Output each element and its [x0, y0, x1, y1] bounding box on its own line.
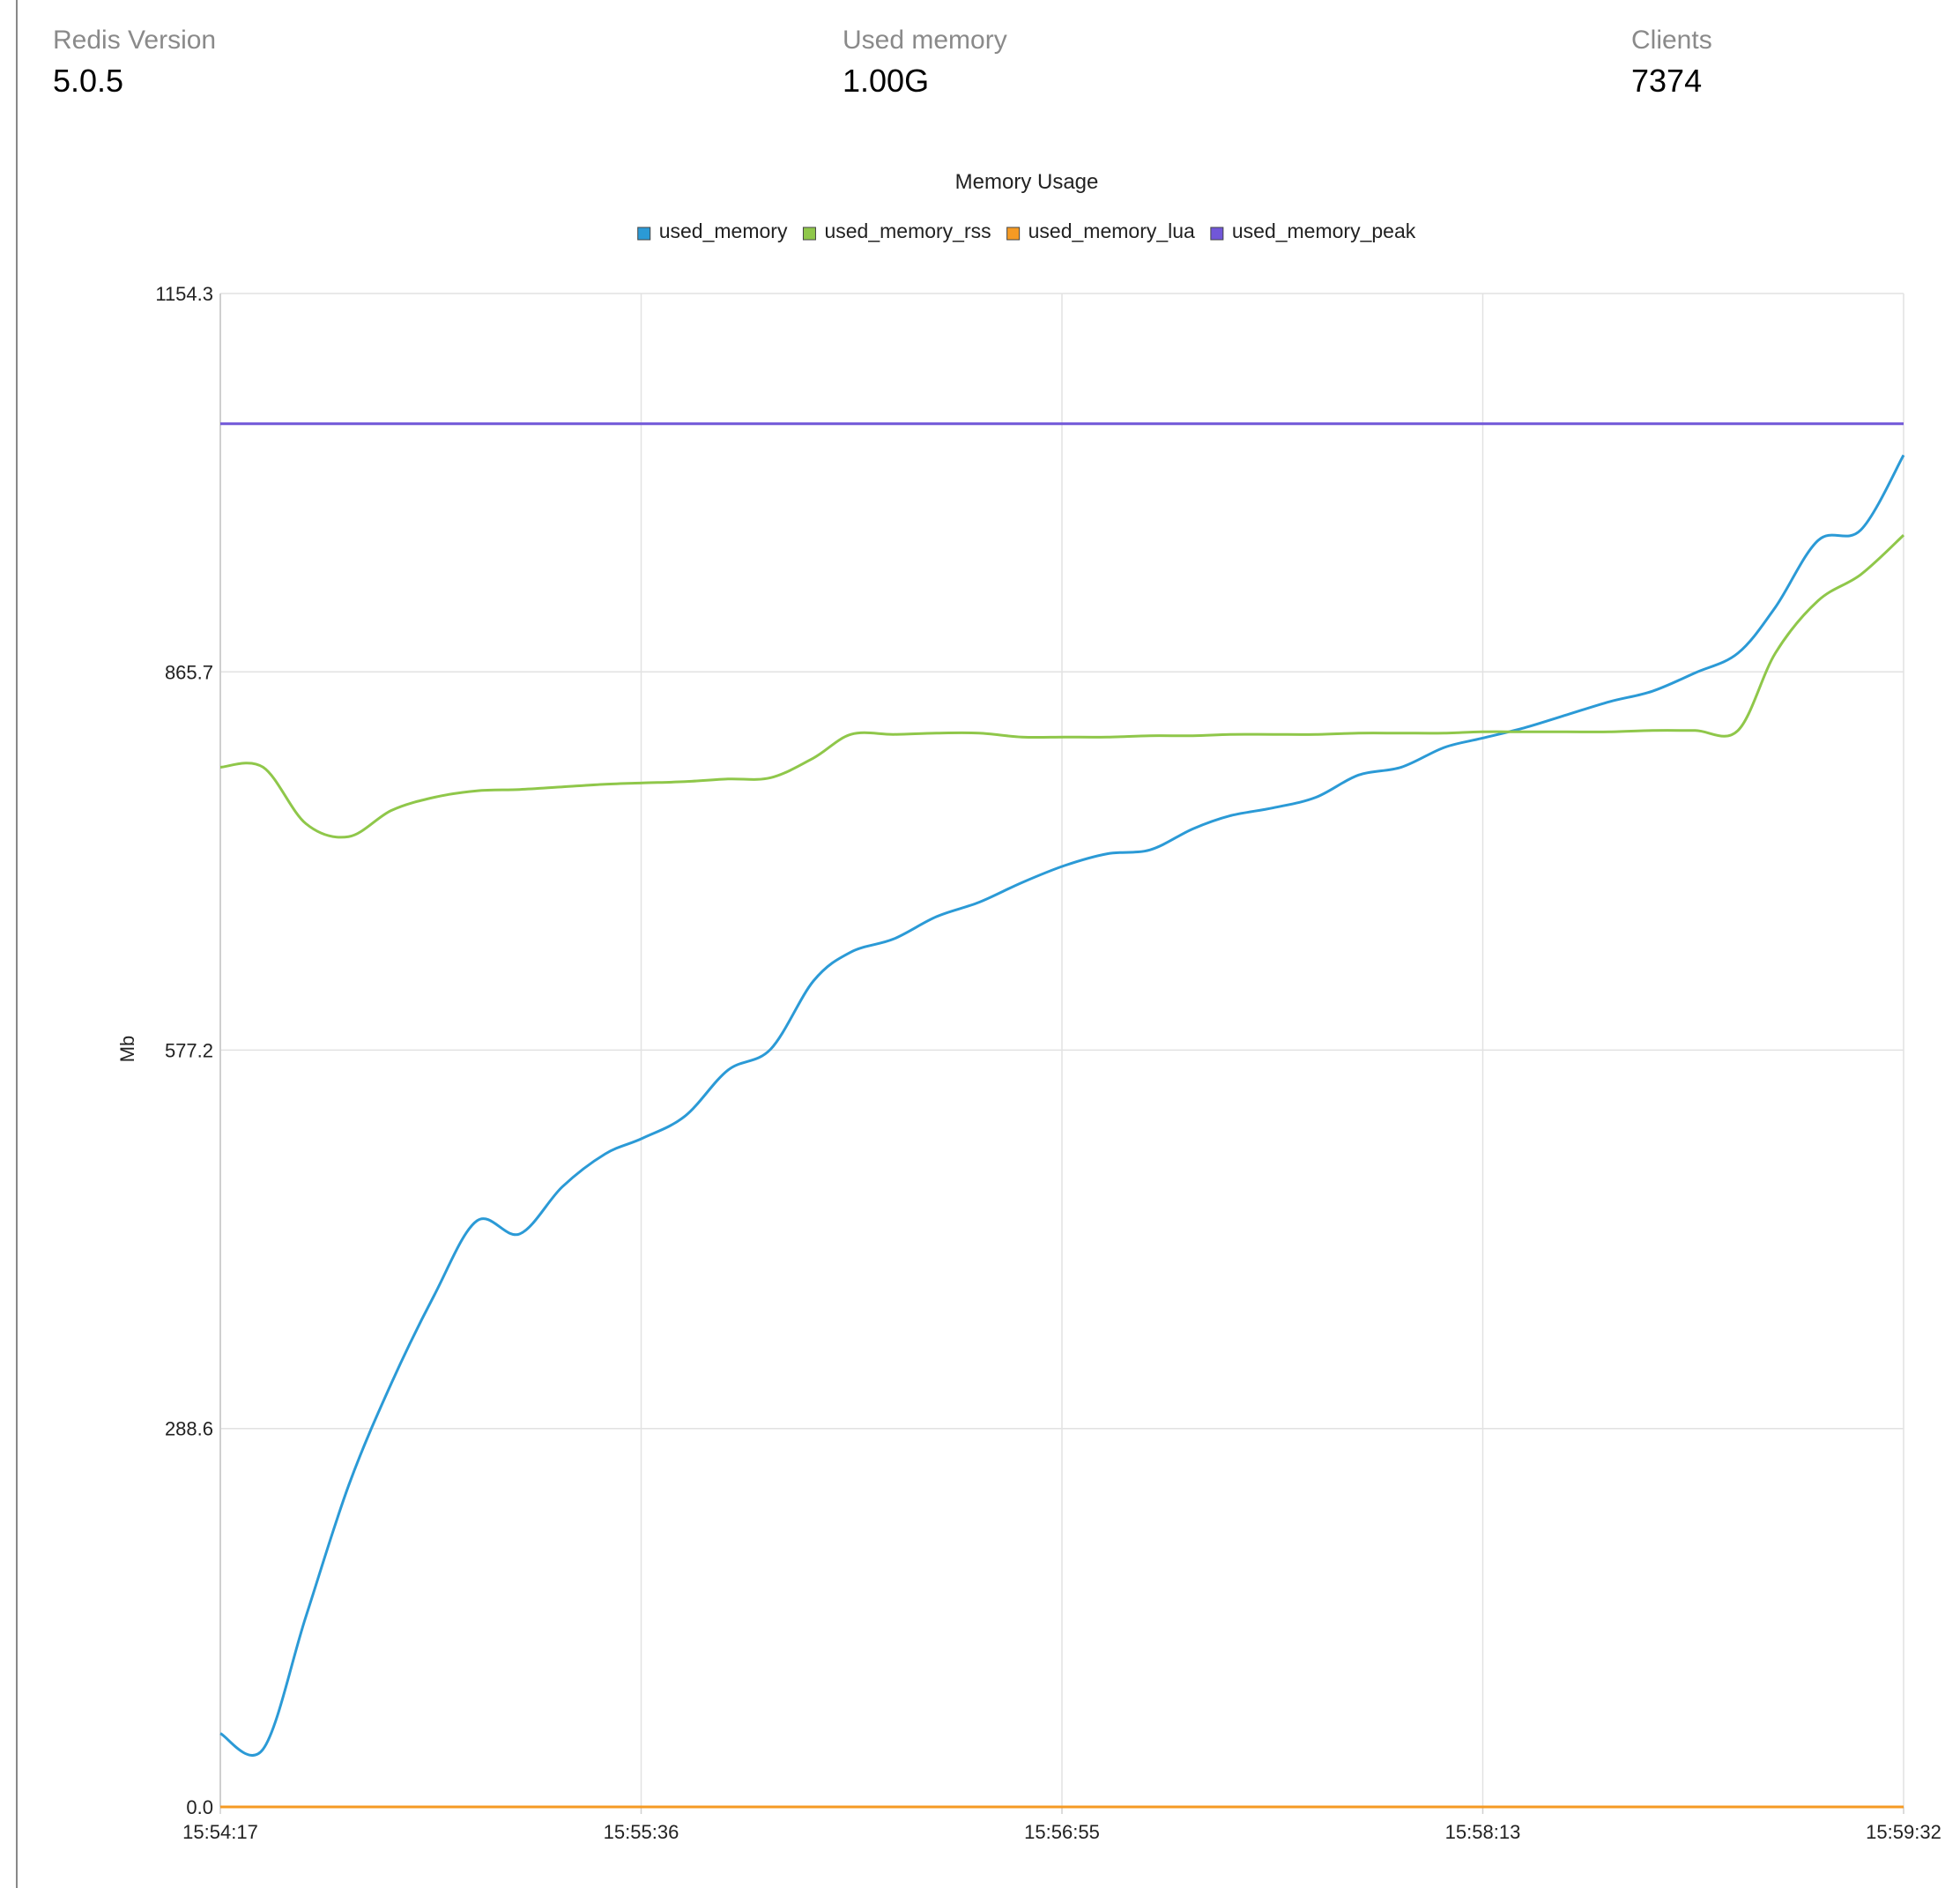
- series-lines: [219, 422, 1905, 1809]
- stat-label: Redis Version: [53, 26, 217, 55]
- legend-item[interactable]: used_memory_lua: [1006, 219, 1195, 242]
- y-axis-label: Mb: [116, 1036, 138, 1063]
- x-tick-label: 15:56:55: [1024, 1821, 1100, 1843]
- legend: used_memory used_memory_rss used_memory_lu…: [637, 219, 1416, 242]
- y-tick-label: 1154.3: [155, 283, 213, 305]
- x-tick-label: 15:58:13: [1445, 1821, 1521, 1843]
- stat-redis-version: Redis Version 5.0.5: [53, 23, 216, 102]
- x-tick-label: 15:59:32: [1866, 1821, 1941, 1843]
- legend-label: used_memory_lua: [1028, 219, 1195, 242]
- chart-title: Memory Usage: [955, 170, 1099, 194]
- legend-item[interactable]: used_memory_rss: [802, 219, 991, 242]
- stat-used-memory: Used memory 1.00G: [843, 23, 1007, 102]
- y-tick-label: 577.2: [165, 1039, 213, 1061]
- x-tick-label: 15:55:36: [604, 1821, 679, 1843]
- series-line-used-memory: [219, 454, 1905, 1758]
- x-axis: 15:54:17 15:55:36 15:56:55 15:58:13 15:59:32: [182, 1806, 1941, 1843]
- legend-swatch: [637, 227, 651, 241]
- y-tick-label: 288.6: [165, 1418, 213, 1440]
- left-border: [16, 0, 18, 1888]
- stat-label: Clients: [1631, 26, 1712, 55]
- stat-value: 7374: [1631, 63, 1703, 99]
- legend-item[interactable]: used_memory: [637, 219, 788, 242]
- legend-swatch: [1006, 227, 1021, 241]
- stat-label: Used memory: [843, 26, 1007, 55]
- series-line-used-memory-rss: [219, 534, 1905, 839]
- stat-clients: Clients 7374: [1631, 23, 1712, 102]
- legend-label: used_memory: [659, 219, 788, 242]
- y-tick-label: 0.0: [186, 1796, 213, 1818]
- legend-swatch: [1210, 227, 1224, 241]
- grid: [219, 293, 1904, 1808]
- x-tick-label: 15:54:17: [182, 1821, 258, 1843]
- stat-value: 1.00G: [843, 63, 930, 99]
- stat-value: 5.0.5: [53, 63, 124, 99]
- y-axis: 1154.3 865.7 577.2 288.6 0.0: [155, 283, 221, 1818]
- legend-label: used_memory_peak: [1232, 219, 1416, 242]
- legend-item[interactable]: used_memory_peak: [1210, 219, 1416, 242]
- y-tick-label: 865.7: [165, 661, 213, 683]
- legend-swatch: [802, 227, 816, 241]
- legend-label: used_memory_rss: [824, 219, 991, 242]
